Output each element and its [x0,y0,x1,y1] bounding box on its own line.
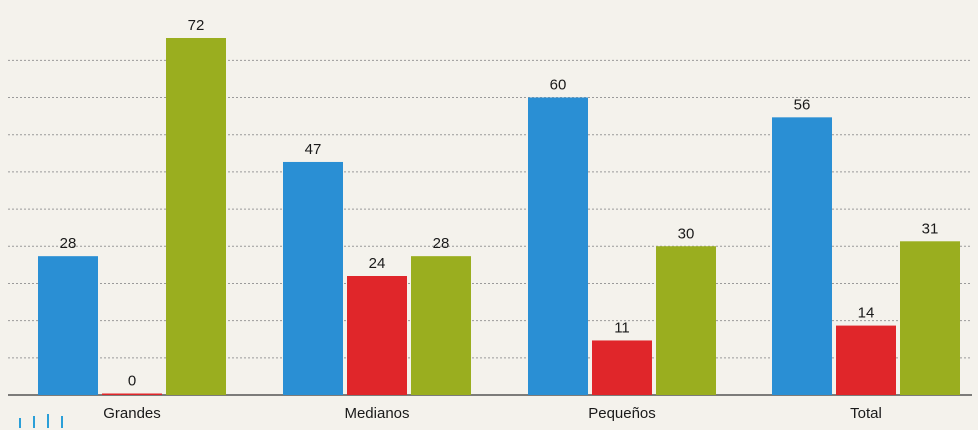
value-label: 31 [922,220,939,237]
bar-pequeños-3 [656,246,716,395]
value-label: 11 [614,319,630,336]
bar-medianos-3 [411,256,471,395]
bar-pequeños-1 [528,97,588,395]
bar-total-1 [772,117,832,395]
bars [38,38,960,395]
category-label: Medianos [344,405,409,422]
bar-total-3 [900,241,960,395]
value-label: 56 [794,96,811,113]
bar-grandes-1 [38,256,98,395]
value-label: 28 [60,235,77,252]
value-label: 0 [128,373,136,390]
category-label: Total [850,405,882,422]
bar-total-2 [836,325,896,395]
value-labels: 28 0 72 47 24 28 60 11 30 56 14 31 [60,17,939,390]
bar-medianos-2 [347,276,407,395]
value-label: 30 [678,225,695,242]
value-label: 47 [305,141,322,158]
category-labels: Grandes Medianos Pequeños Total [103,405,882,422]
bar-pequeños-2 [592,340,652,395]
category-label: Pequeños [588,405,656,422]
value-label: 60 [550,77,567,94]
value-label: 24 [369,255,386,272]
category-label: Grandes [103,405,161,422]
corner-mark-icon [19,414,63,428]
bar-grandes-3 [166,38,226,395]
bar-medianos-1 [283,161,343,395]
value-label: 28 [433,235,450,252]
bar-grandes-2 [102,393,162,395]
value-label: 72 [188,17,205,34]
value-label: 14 [858,305,875,322]
